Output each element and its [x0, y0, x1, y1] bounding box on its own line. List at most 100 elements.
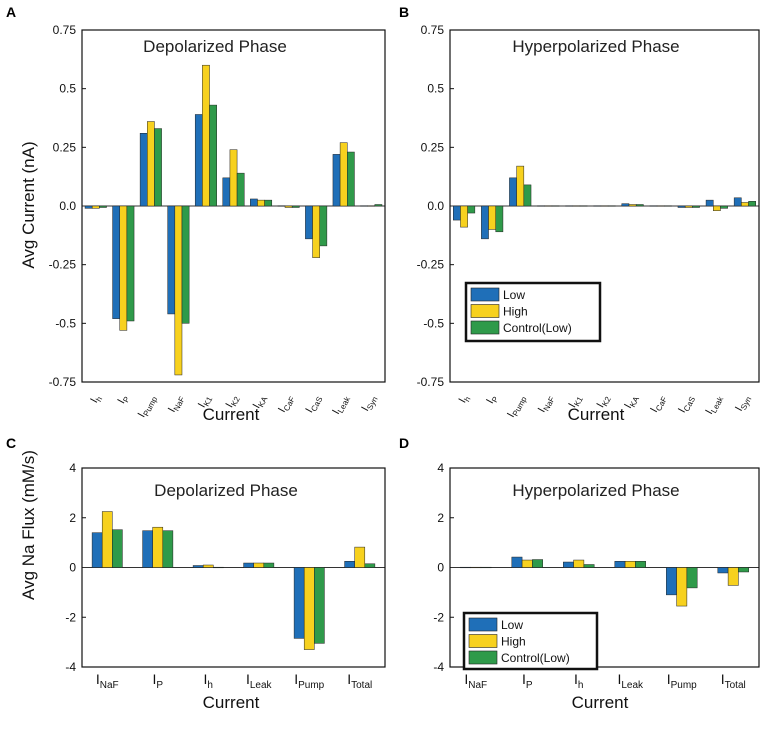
- bar-control-low-cas: [319, 205, 328, 247]
- y-tick-label: 0.75: [421, 23, 445, 37]
- bar-control-low-caf: [664, 205, 672, 207]
- bar-high-naf: [470, 566, 482, 569]
- y-tick-label: -2: [433, 610, 444, 624]
- bar-control-low-k2: [236, 172, 245, 207]
- bar-low-cas: [677, 205, 686, 208]
- plot-frame: [81, 467, 386, 668]
- panel-label: A: [6, 4, 16, 20]
- plot-frame: [449, 467, 760, 668]
- bar-low-caf: [649, 205, 658, 207]
- x-tick-label: IP: [522, 671, 533, 691]
- bar-control-low-ka: [264, 199, 273, 207]
- panel-title: Depolarized Phase: [154, 481, 298, 500]
- y-tick-label: -0.25: [49, 258, 77, 272]
- bar-high-k2: [600, 205, 609, 207]
- bar-low-pump: [509, 177, 517, 207]
- panel-title: Depolarized Phase: [143, 37, 287, 56]
- bar-low-naf: [167, 205, 176, 315]
- x-tick-label: ICaF: [276, 393, 297, 416]
- legend: Low High Control(Low): [464, 281, 602, 343]
- bar-control-low-h: [99, 205, 107, 208]
- x-tick-label: ISyn: [733, 393, 753, 414]
- bar-low-ka: [621, 203, 630, 207]
- y-tick-label: 0.0: [59, 199, 76, 213]
- bar-control-low-p: [495, 205, 504, 233]
- bar-low-p: [511, 556, 523, 568]
- y-tick-label: -0.5: [423, 316, 444, 330]
- bar-control-low-syn: [748, 201, 756, 207]
- bar-high-total: [354, 546, 366, 568]
- y-tick-label: -0.25: [417, 258, 445, 272]
- panel-c: C Depolarized Phase -4 -2 0 2 4 INaF IP Ih ILeak IP…: [6, 435, 386, 712]
- bar-low-k2: [593, 205, 602, 207]
- bar-low-h: [84, 205, 93, 209]
- y-tick-label: 0.25: [421, 140, 445, 154]
- bar-control-low-k2: [607, 205, 616, 207]
- y-tick-label: 4: [437, 461, 444, 475]
- x-tick-label: ISyn: [359, 393, 379, 414]
- x-tick-label: ICaF: [648, 393, 669, 416]
- y-tick-label: 2: [437, 511, 444, 525]
- bar-control-low-naf: [112, 529, 123, 568]
- bar-high-total: [727, 567, 739, 586]
- y-axis-label: Avg Current (nA): [19, 141, 38, 268]
- bar-low-p: [112, 205, 120, 319]
- bar-high-ka: [628, 204, 637, 207]
- y-tick-label: -4: [65, 660, 76, 674]
- bar-high-caf: [284, 205, 293, 208]
- panel-label: D: [399, 435, 409, 451]
- bar-low-leak: [332, 154, 341, 207]
- x-tick-label: ICaS: [303, 393, 324, 416]
- y-tick-label: 4: [69, 461, 76, 475]
- legend-entry: Low: [501, 618, 523, 632]
- legend-entry: Control(Low): [501, 651, 570, 665]
- bar-high-syn: [741, 202, 749, 207]
- bar-control-low-k1: [579, 205, 588, 207]
- bar-control-low-naf: [551, 205, 560, 207]
- bar-high-p: [119, 205, 128, 331]
- bar-control-low-p: [162, 530, 174, 568]
- x-tick-label: Ih: [204, 671, 213, 691]
- bar-low-p: [142, 530, 153, 568]
- bar-low-k1: [565, 205, 574, 207]
- x-tick-label: Ih: [457, 393, 473, 406]
- bar-control-low-leak: [635, 561, 646, 568]
- bar-high-cas: [312, 205, 320, 258]
- bar-high-leak: [253, 562, 265, 568]
- x-tick-label: IPump: [505, 392, 529, 420]
- legend: Low High Control(Low): [462, 611, 599, 671]
- bar-low-k2: [222, 177, 231, 207]
- bar-low-p: [481, 205, 489, 240]
- bar-high-syn: [367, 205, 376, 207]
- x-tick-label: IPump: [294, 671, 324, 691]
- bar-low-leak: [705, 199, 714, 207]
- bar-control-low-h: [467, 205, 476, 214]
- bar-high-pump: [516, 165, 525, 207]
- bar-high-naf: [101, 511, 113, 568]
- bar-high-h: [460, 205, 468, 228]
- bar-control-low-total: [364, 563, 376, 568]
- bar-high-caf: [656, 205, 665, 207]
- bar-low-leak: [614, 561, 626, 568]
- bar-high-pump: [676, 567, 688, 607]
- bar-control-low-pump: [314, 567, 325, 644]
- legend-entry: High: [501, 635, 526, 649]
- y-tick-label: 2: [69, 511, 76, 525]
- bar-control-low-k1: [209, 104, 217, 207]
- x-tick-label: ICaS: [676, 393, 697, 416]
- y-axis-label: Avg Na Flux (mM/s): [19, 450, 38, 600]
- x-tick-label: IK1: [566, 392, 585, 410]
- legend-swatch: [470, 287, 500, 302]
- bar-control-low-p: [126, 205, 135, 322]
- bar-high-naf: [544, 205, 553, 207]
- x-axis-label: Current: [568, 405, 625, 424]
- legend-swatch: [468, 617, 498, 632]
- bar-control-low-total: [738, 567, 749, 573]
- bar-high-k1: [202, 64, 210, 207]
- bar-low-k1: [194, 114, 203, 207]
- bar-control-low-p: [532, 559, 543, 568]
- y-tick-label: 0.5: [59, 82, 76, 96]
- bar-high-leak: [624, 561, 636, 568]
- panel-title: Hyperpolarized Phase: [512, 481, 679, 500]
